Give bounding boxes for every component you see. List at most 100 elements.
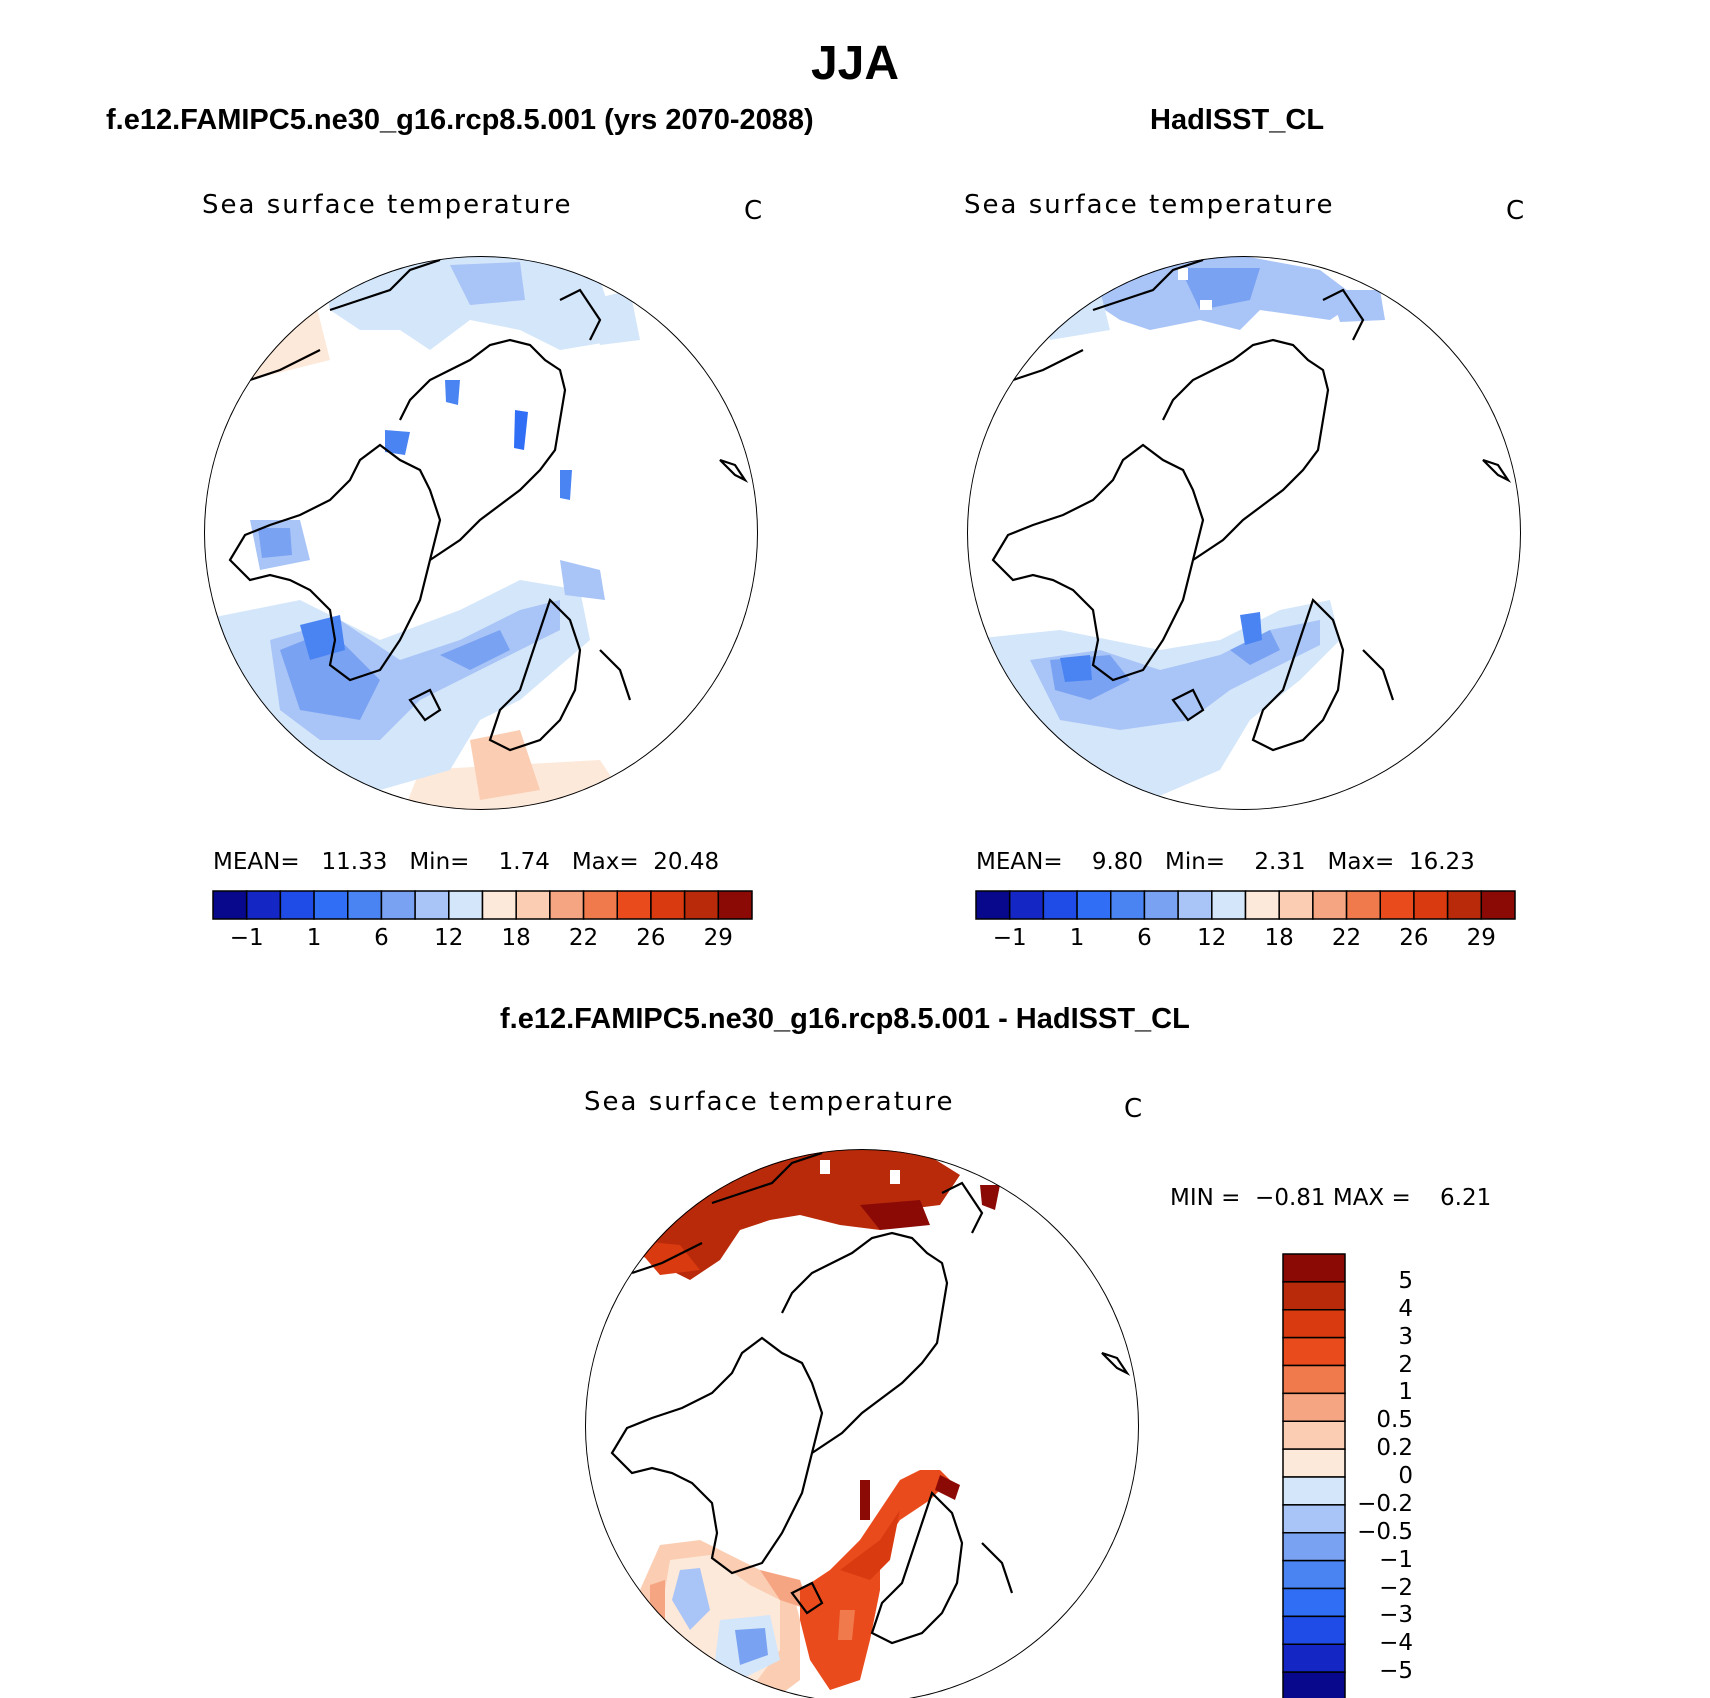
colorbar-swatch bbox=[1282, 1476, 1346, 1506]
min-value: 2.31 bbox=[1254, 849, 1306, 875]
colorbar-swatch bbox=[1076, 890, 1112, 920]
colorbar-tick-label: 26 bbox=[1399, 925, 1429, 951]
panel-1-colorbar bbox=[212, 890, 753, 920]
panel-2-colorbar bbox=[975, 890, 1516, 920]
min-value: 1.74 bbox=[498, 849, 550, 875]
colorbar-tick-label: 0.5 bbox=[1376, 1407, 1413, 1434]
colorbar-tick-label: −4 bbox=[1379, 1630, 1413, 1657]
panel-2-map bbox=[967, 256, 1521, 810]
colorbar-swatch bbox=[1282, 1309, 1346, 1339]
difference-units: C bbox=[1124, 1094, 1143, 1124]
colorbar-tick-label: 18 bbox=[1264, 925, 1294, 951]
colorbar-swatch bbox=[1312, 890, 1348, 920]
colorbar-swatch bbox=[347, 890, 383, 920]
colorbar-swatch bbox=[1282, 1281, 1346, 1311]
min-label: Min= bbox=[409, 849, 470, 875]
panel-2-variable-label: Sea surface temperature bbox=[964, 190, 1335, 220]
colorbar-tick-label: 18 bbox=[501, 925, 531, 951]
colorbar-swatch bbox=[616, 890, 652, 920]
colorbar-swatch bbox=[1413, 890, 1449, 920]
panel-1-variable-label: Sea surface temperature bbox=[202, 190, 573, 220]
colorbar-tick-label: −3 bbox=[1379, 1602, 1413, 1629]
colorbar-tick-label: 26 bbox=[636, 925, 666, 951]
colorbar-swatch bbox=[1282, 1671, 1346, 1698]
colorbar-swatch bbox=[481, 890, 517, 920]
figure-title: JJA bbox=[810, 37, 900, 90]
colorbar-tick-label: 3 bbox=[1398, 1323, 1413, 1350]
panel-1-stats: MEAN= 11.33 Min= 1.74 Max= 20.48 bbox=[213, 849, 719, 875]
panel-2-units: C bbox=[1506, 196, 1525, 226]
colorbar-swatch bbox=[1282, 1559, 1346, 1590]
min-label: MIN = bbox=[1170, 1185, 1241, 1211]
colorbar-tick-label: 1 bbox=[1069, 925, 1085, 951]
difference-stats: MIN = −0.81 MAX = 6.21 bbox=[1170, 1185, 1491, 1211]
max-label: Max= bbox=[1327, 849, 1395, 875]
panel-1-map bbox=[204, 256, 758, 810]
colorbar-tick-label: 12 bbox=[1197, 925, 1227, 951]
colorbar-swatch bbox=[1282, 1392, 1346, 1422]
colorbar-swatch bbox=[1282, 1448, 1346, 1478]
colorbar-swatch bbox=[1244, 890, 1280, 920]
mean-value: 11.33 bbox=[321, 849, 388, 875]
colorbar-tick-label: −0.5 bbox=[1357, 1518, 1413, 1545]
colorbar-tick-label: 1 bbox=[1398, 1379, 1413, 1406]
colorbar-tick-label: 4 bbox=[1398, 1295, 1413, 1322]
colorbar-swatch bbox=[1282, 1615, 1346, 1645]
max-label: MAX = bbox=[1332, 1185, 1411, 1211]
colorbar-swatch bbox=[549, 890, 585, 920]
difference-colorbar bbox=[1282, 1253, 1346, 1698]
panel-1-title: f.e12.FAMIPC5.ne30_g16.rcp8.5.001 (yrs 2… bbox=[106, 104, 814, 136]
colorbar-swatch bbox=[414, 890, 450, 920]
colorbar-swatch bbox=[717, 890, 753, 920]
colorbar-swatch bbox=[683, 890, 720, 920]
colorbar-swatch bbox=[1278, 890, 1314, 920]
difference-map bbox=[585, 1149, 1139, 1698]
colorbar-swatch bbox=[245, 890, 282, 920]
colorbar-swatch bbox=[313, 890, 349, 920]
colorbar-swatch bbox=[279, 890, 315, 920]
max-value: 6.21 bbox=[1440, 1185, 1492, 1211]
mean-label: MEAN= bbox=[976, 849, 1063, 875]
mean-value: 9.80 bbox=[1091, 849, 1144, 875]
colorbar-tick-label: 0.2 bbox=[1376, 1435, 1413, 1462]
colorbar-tick-label: −0.2 bbox=[1357, 1490, 1413, 1517]
colorbar-swatch bbox=[1282, 1364, 1346, 1395]
colorbar-swatch bbox=[1480, 890, 1516, 920]
min-label: Min= bbox=[1165, 849, 1226, 875]
colorbar-tick-label: 2 bbox=[1398, 1351, 1413, 1378]
colorbar-swatch bbox=[975, 890, 1011, 920]
colorbar-swatch bbox=[1282, 1532, 1346, 1562]
colorbar-tick-label: −1 bbox=[992, 925, 1027, 951]
colorbar-tick-label: 29 bbox=[1466, 925, 1496, 951]
colorbar-tick-label: −1 bbox=[1379, 1546, 1413, 1573]
colorbar-swatch bbox=[1042, 890, 1078, 920]
colorbar-swatch bbox=[1379, 890, 1415, 920]
max-value: 16.23 bbox=[1408, 849, 1475, 875]
colorbar-tick-label: 6 bbox=[374, 925, 389, 951]
colorbar-swatch bbox=[1345, 890, 1381, 920]
colorbar-swatch bbox=[1282, 1420, 1346, 1450]
colorbar-swatch bbox=[1177, 890, 1213, 920]
min-value: −0.81 bbox=[1255, 1185, 1326, 1211]
colorbar-tick-label: −2 bbox=[1379, 1574, 1413, 1601]
colorbar-swatch bbox=[212, 890, 248, 920]
colorbar-tick-label: −5 bbox=[1379, 1658, 1413, 1685]
colorbar-tick-label: 29 bbox=[703, 925, 733, 951]
colorbar-swatch bbox=[1282, 1504, 1346, 1534]
colorbar-swatch bbox=[1143, 890, 1179, 920]
colorbar-swatch bbox=[582, 890, 618, 920]
colorbar-swatch bbox=[1211, 890, 1247, 920]
colorbar-swatch bbox=[1008, 890, 1045, 920]
colorbar-swatch bbox=[380, 890, 416, 920]
colorbar-tick-label: 6 bbox=[1137, 925, 1152, 951]
colorbar-swatch bbox=[650, 890, 686, 920]
colorbar-tick-label: −1 bbox=[229, 925, 264, 951]
colorbar-tick-label: 12 bbox=[434, 925, 464, 951]
panel-2-stats: MEAN= 9.80 Min= 2.31 Max= 16.23 bbox=[976, 849, 1475, 875]
colorbar-swatch bbox=[448, 890, 484, 920]
max-label: Max= bbox=[571, 849, 639, 875]
colorbar-swatch bbox=[515, 890, 551, 920]
panel-2-title: HadISST_CL bbox=[1150, 104, 1325, 136]
panel-1-units: C bbox=[744, 196, 763, 226]
